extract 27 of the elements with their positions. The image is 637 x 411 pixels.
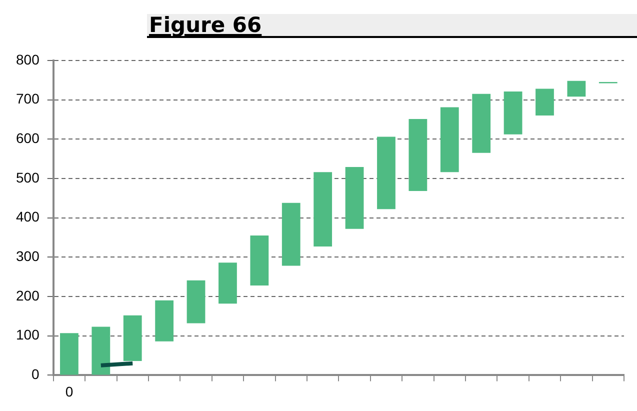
- bar: [92, 326, 110, 375]
- y-tick-label: 500: [16, 169, 40, 186]
- y-tick-label: 400: [16, 208, 40, 225]
- y-tick-label: 100: [16, 326, 40, 343]
- bar: [155, 300, 174, 342]
- bar: [282, 202, 300, 266]
- y-tick-label: 600: [16, 130, 40, 146]
- chart-title: Figure 66: [147, 13, 637, 38]
- y-tick-label: 200: [16, 287, 40, 304]
- bar: [186, 280, 206, 324]
- bar: [345, 167, 364, 229]
- bar: [472, 94, 491, 153]
- bar: [504, 91, 522, 134]
- y-tick-label: 700: [16, 90, 40, 107]
- bar: [314, 172, 332, 247]
- y-tick-label: 0: [32, 366, 40, 382]
- bar: [250, 236, 269, 286]
- bar: [123, 315, 142, 362]
- bar: [60, 333, 78, 375]
- bar: [408, 119, 428, 192]
- bar: [218, 262, 237, 304]
- bar: [440, 107, 459, 172]
- y-tick-label: 300: [16, 248, 40, 264]
- bar: [536, 88, 554, 116]
- y-tick-label: 800: [16, 51, 40, 68]
- bar: [567, 80, 586, 97]
- bar: [377, 136, 396, 210]
